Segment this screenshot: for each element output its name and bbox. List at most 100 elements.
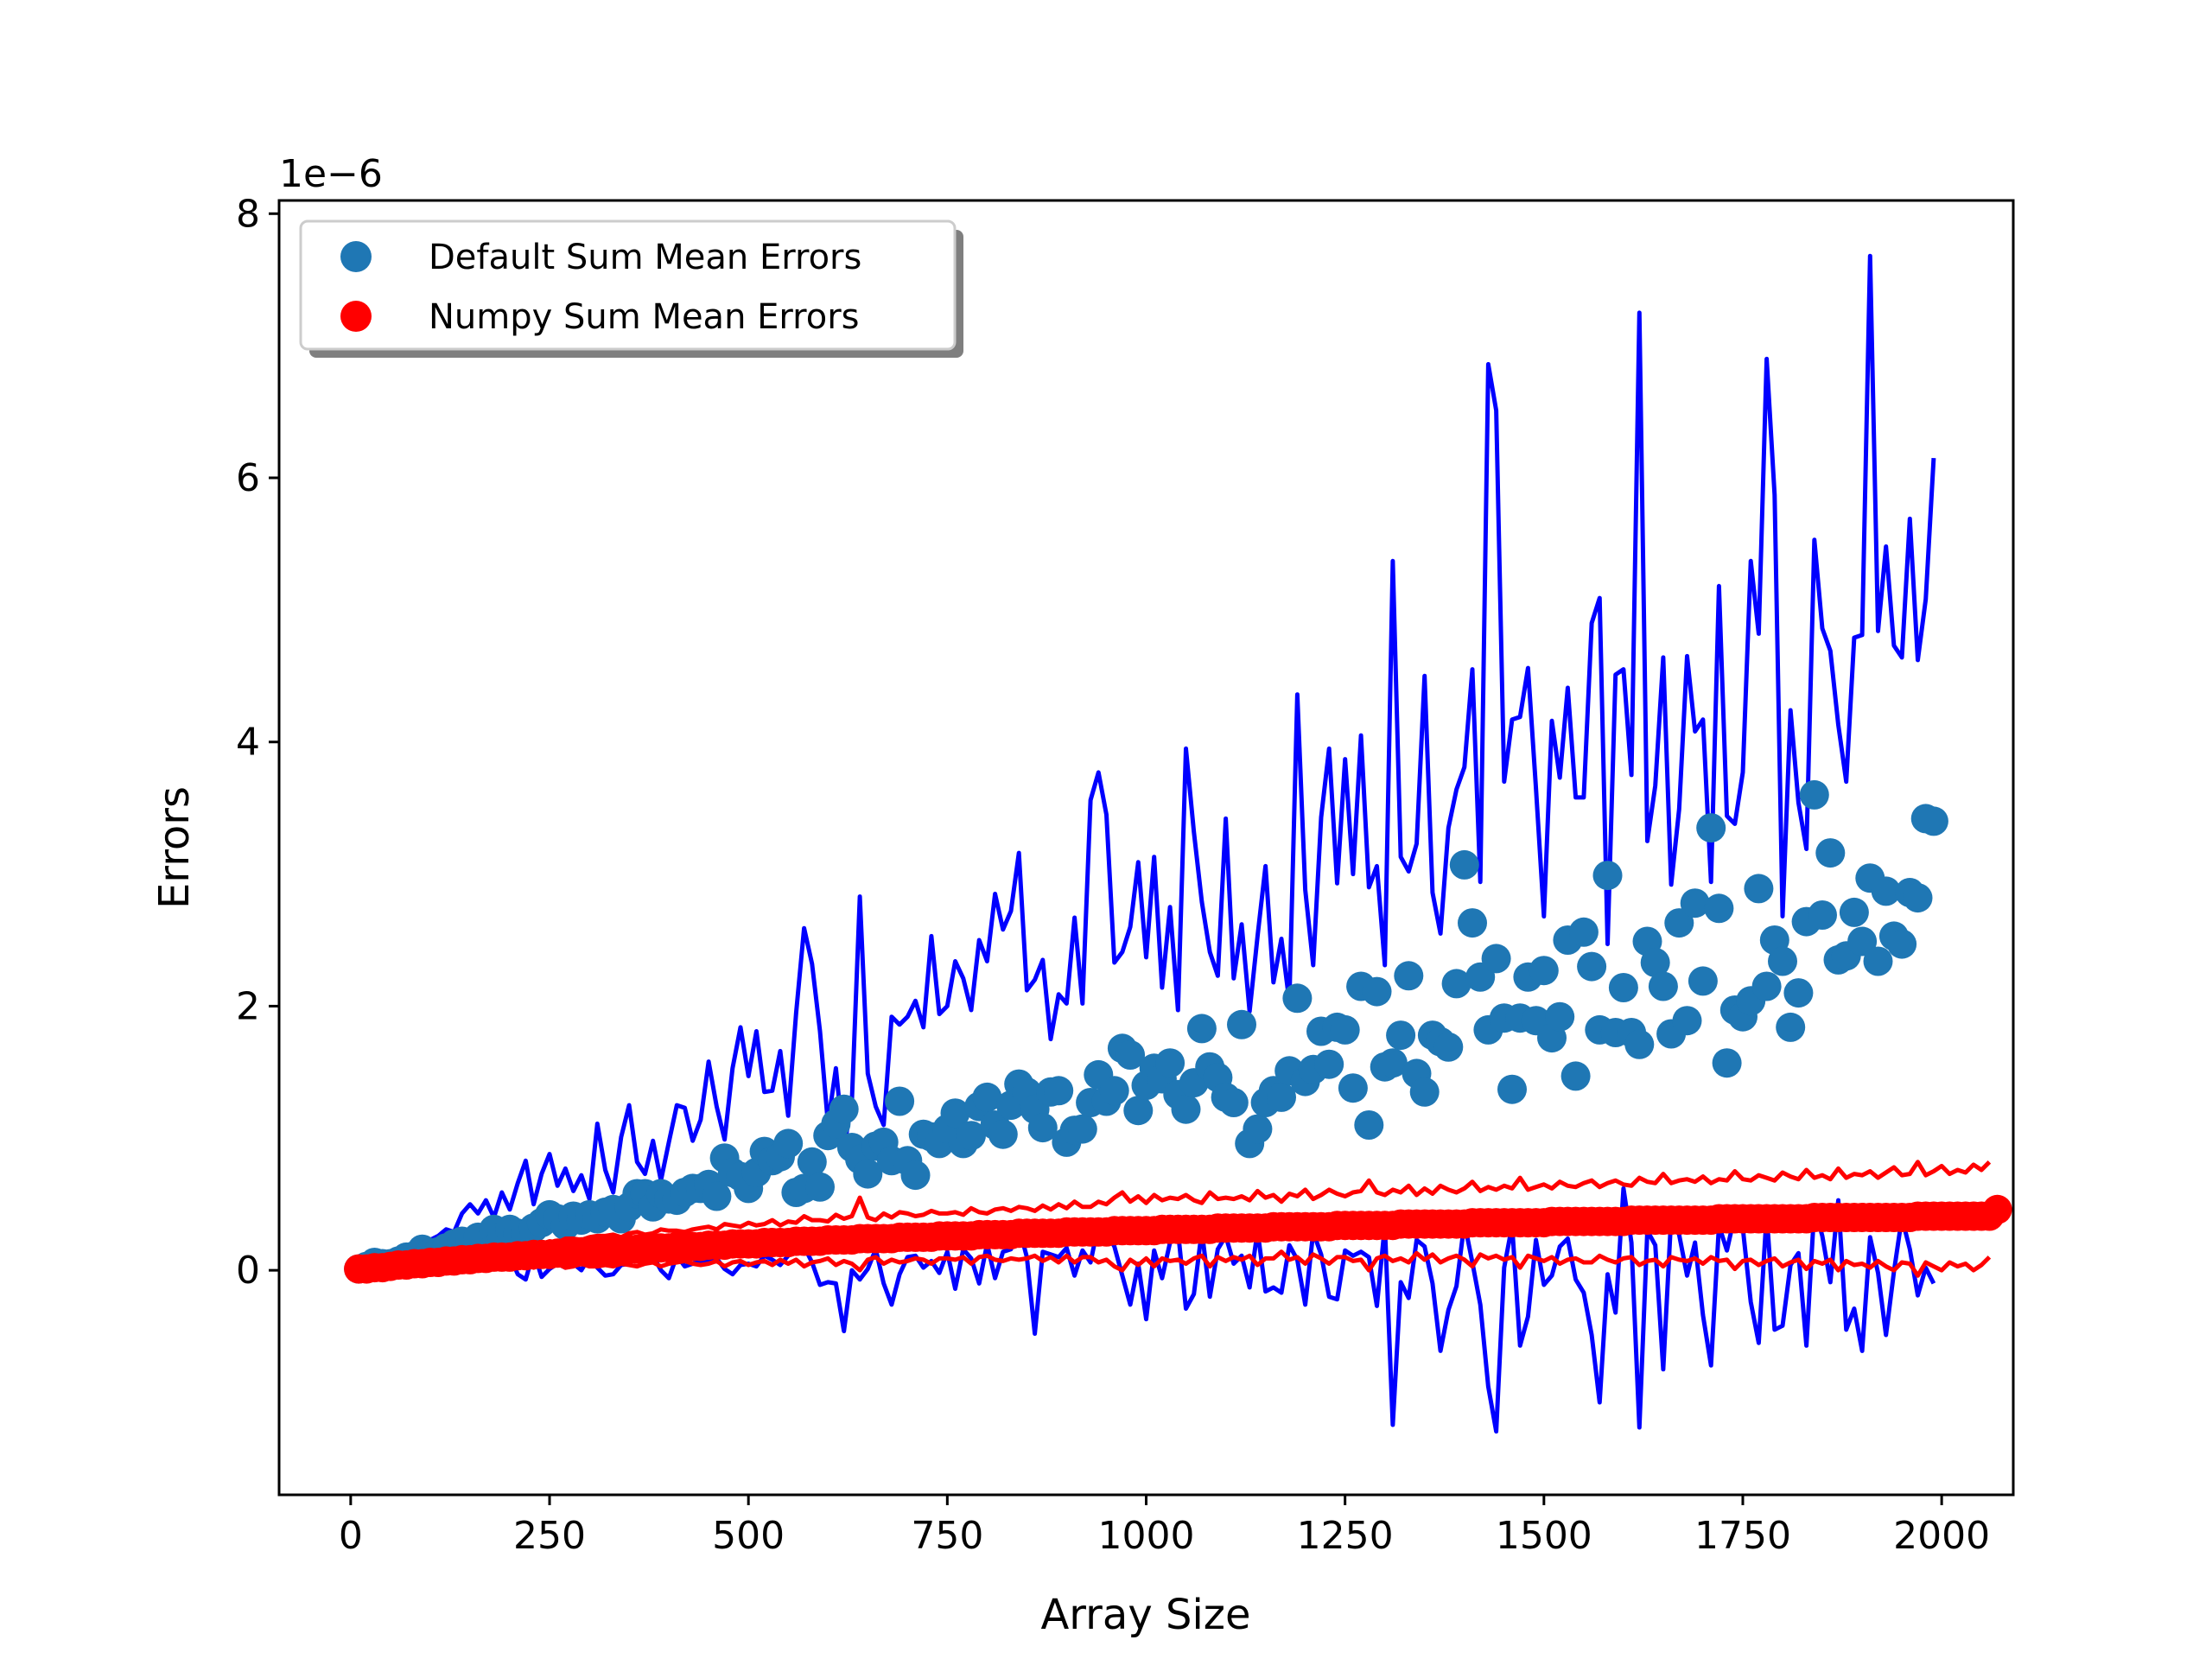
series-0-point — [773, 1128, 804, 1159]
y-offset-label: 1e−6 — [279, 152, 383, 196]
series-0-point — [1243, 1114, 1273, 1144]
series-0-point — [1116, 1040, 1146, 1070]
series-0-point — [1186, 1014, 1217, 1044]
series-1-lower-band-line — [359, 1249, 1992, 1278]
series-0-point — [1664, 908, 1694, 938]
series-0-point — [1712, 1048, 1742, 1078]
series-0-point — [1155, 1048, 1185, 1078]
series-0-point — [1847, 926, 1878, 957]
series-0-point — [1624, 1029, 1655, 1059]
series-0-point — [1123, 1096, 1154, 1126]
series-0-point — [940, 1098, 970, 1128]
x-tick-label: 500 — [712, 1514, 785, 1558]
legend-box — [299, 219, 957, 351]
series-0-point — [1744, 874, 1774, 904]
plot-layer — [344, 253, 2012, 1434]
series-0-point — [1330, 1014, 1360, 1045]
series-0-point — [1171, 1094, 1201, 1124]
series-0-point — [1377, 1048, 1408, 1078]
legend-marker-numpy-sum — [340, 301, 372, 332]
series-0-point — [1918, 806, 1948, 836]
series-0-point — [1768, 946, 1797, 976]
x-tick-label: 750 — [911, 1514, 983, 1558]
series-0-point — [1704, 893, 1734, 924]
series-0-point — [1863, 946, 1893, 976]
series-0-point — [1099, 1076, 1129, 1106]
series-0-point — [1776, 1012, 1806, 1042]
y-tick-label: 8 — [236, 192, 260, 236]
series-0-point — [957, 1121, 986, 1151]
series-0-point — [1282, 983, 1313, 1014]
series-0-point — [1799, 779, 1829, 810]
series-0-point — [1680, 888, 1710, 918]
series-0-upper-band-line — [357, 253, 1936, 1268]
plot-area — [279, 200, 2013, 1495]
series-0-point — [1338, 1073, 1368, 1103]
series-0-point — [829, 1094, 859, 1124]
series-0-point — [972, 1082, 1002, 1112]
series-0-point — [1267, 1082, 1296, 1112]
y-tick-label: 6 — [236, 456, 260, 500]
series-0-point — [1640, 948, 1670, 977]
series-0-point — [853, 1159, 883, 1189]
series-0-point — [805, 1172, 835, 1202]
series-0-point — [797, 1147, 827, 1177]
series-0-point — [1696, 813, 1726, 843]
series-0-point — [1577, 951, 1607, 982]
legend-marker-default-sum — [340, 241, 372, 272]
series-0-point — [885, 1086, 915, 1116]
series-0-point — [1815, 838, 1846, 868]
legend-label-default-sum: Default Sum Mean Errors — [429, 238, 861, 277]
series-0-point — [1545, 1001, 1575, 1032]
series-0-point — [1688, 966, 1718, 996]
series-0-point — [1441, 969, 1471, 999]
series-0-point — [1497, 1074, 1527, 1104]
series-0-point — [1449, 849, 1479, 880]
series-0-point — [1433, 1032, 1464, 1062]
y-axis-label: Errors — [150, 786, 199, 909]
legend-label-numpy-sum: Numpy Sum Mean Errors — [429, 297, 859, 337]
legend: Default Sum Mean Errors Numpy Sum Mean E… — [299, 219, 963, 358]
series-0-point — [702, 1181, 732, 1211]
series-1-point — [1982, 1194, 2012, 1224]
series-0-point — [1592, 861, 1623, 891]
series-0-point — [1354, 1110, 1384, 1140]
series-0-point — [988, 1119, 1018, 1149]
series-0-point — [1027, 1113, 1058, 1143]
x-tick-label: 1000 — [1098, 1514, 1195, 1558]
x-tick-label: 2000 — [1893, 1514, 1990, 1558]
series-0-point — [1839, 897, 1869, 927]
y-tick-label: 4 — [236, 721, 260, 765]
series-0-point — [1529, 956, 1559, 986]
series-0-point — [1227, 1009, 1256, 1039]
series-0-point — [1067, 1114, 1097, 1144]
plot-frame — [277, 199, 2015, 1497]
series-0-point — [900, 1160, 931, 1191]
series-0-point — [1218, 1088, 1249, 1117]
series-0-point — [1648, 971, 1678, 1001]
series-0-point — [1394, 961, 1424, 991]
x-tick-label: 250 — [513, 1514, 586, 1558]
series-0-point — [1808, 900, 1837, 930]
series-0-point — [1568, 917, 1599, 947]
series-0-point — [1887, 929, 1917, 959]
series-0-point — [1386, 1020, 1416, 1051]
axes-layer: 0 250 500 750 1000 1250 1500 1750 2000 0 2 4 6 8 — [236, 192, 1990, 1558]
x-tick-label: 1250 — [1297, 1514, 1394, 1558]
series-0-point — [1608, 973, 1638, 1002]
series-1-upper-band-line — [358, 1160, 1992, 1270]
x-axis-label: Array Size — [1040, 1591, 1250, 1639]
x-tick-label: 1750 — [1694, 1514, 1791, 1558]
series-0-point — [1314, 1049, 1344, 1079]
series-0-point — [1458, 908, 1487, 938]
series-0-point — [1751, 971, 1782, 1001]
series-0-point — [1560, 1061, 1591, 1091]
y-tick-label: 0 — [236, 1249, 260, 1293]
series-0-point — [1783, 978, 1814, 1008]
series-group-1 — [344, 1160, 2012, 1284]
series-0-point — [1871, 876, 1901, 906]
series-0-point — [1362, 976, 1392, 1007]
y-tick-label: 2 — [236, 984, 260, 1028]
series-0-point — [1903, 883, 1933, 913]
